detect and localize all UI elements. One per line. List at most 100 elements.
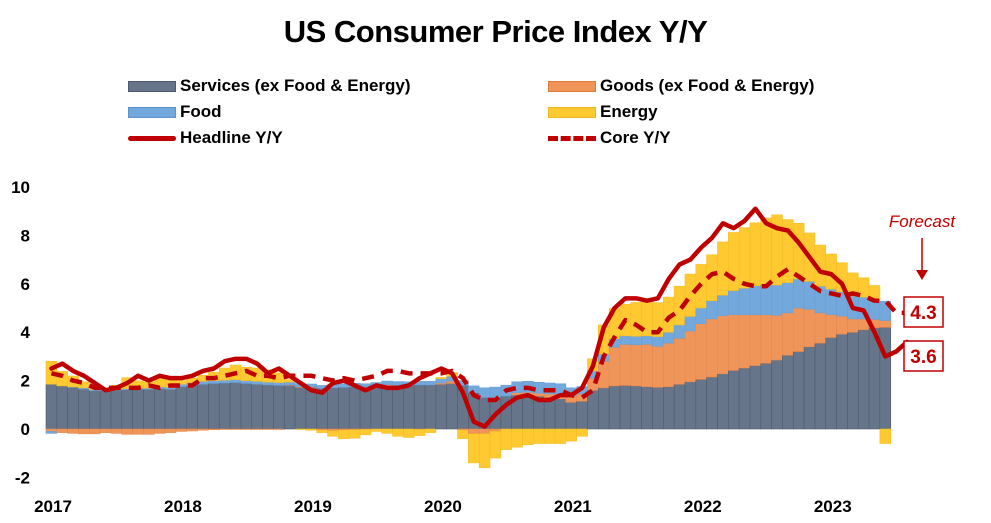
legend-label-core: Core Y/Y [600, 128, 671, 147]
bar-segment-energy [413, 429, 426, 436]
legend-label-food: Food [180, 102, 222, 121]
bar-segment-services [262, 384, 274, 430]
bar-segment-goods [825, 314, 837, 338]
bar-segment-energy [879, 428, 892, 444]
bar-segment-services [175, 386, 188, 430]
bar-segment-energy [489, 431, 502, 459]
bar-segment-energy [316, 429, 328, 433]
bar-segment-goods [56, 428, 68, 433]
bar-segment-energy [522, 428, 534, 446]
legend-swatch-energy [548, 106, 596, 118]
bar-segment-energy [684, 273, 697, 317]
bar-segment-food [879, 300, 892, 321]
bar-segment-food [273, 382, 285, 386]
legend-item-food: Food [128, 101, 222, 123]
bar-segment-food [792, 278, 805, 309]
bar-segment-energy [457, 429, 469, 439]
bar-segment-energy [348, 429, 361, 439]
legend-line-core [548, 135, 596, 141]
bar-segment-services [67, 387, 79, 430]
bar-segment-services [857, 329, 870, 430]
bar-segment-services [121, 389, 133, 430]
bar-segment-food [619, 335, 632, 345]
bar-segment-services [576, 400, 588, 430]
bar-segment-food [240, 380, 253, 384]
bar-segment-food [738, 287, 751, 316]
bar-segment-goods [782, 312, 794, 356]
legend-label-headline: Headline Y/Y [180, 128, 283, 147]
bar-segment-services [381, 385, 393, 430]
bar-segment-food [717, 294, 729, 317]
bar-segment-goods [186, 428, 198, 432]
bar-segment-goods [175, 428, 188, 432]
legend-label-goods: Goods (ex Food & Energy) [600, 76, 815, 95]
bar-segment-goods [836, 315, 848, 335]
x-tick-label: 2022 [684, 497, 722, 516]
bar-segment-services [132, 389, 144, 430]
x-tick-label: 2020 [424, 497, 462, 516]
bar-segment-services [229, 382, 242, 430]
bar-segment-food [262, 381, 274, 386]
bar-segment-services [283, 385, 296, 430]
bar-segment-food [630, 336, 642, 346]
bar-segment-goods [78, 428, 90, 435]
bar-segment-food [489, 386, 502, 399]
bar-segment-energy [403, 428, 415, 438]
bar-segment-services [45, 383, 58, 430]
x-axis: 2017 2018 2019 2020 2021 2022 2023 [34, 497, 852, 516]
bar-segment-services [619, 385, 632, 430]
bar-segment-goods [717, 315, 729, 375]
bar-segment-energy [359, 429, 372, 436]
bar-segment-goods [164, 428, 177, 433]
bar-segment-food [652, 336, 664, 347]
bar-segment-food [684, 316, 697, 332]
bar-segment-services [608, 385, 621, 430]
bar-segment-energy [738, 227, 751, 289]
bar-segment-services [392, 385, 404, 430]
bar-segment-goods [641, 343, 653, 387]
legend-label-energy: Energy [600, 102, 658, 121]
y-tick-label: 10 [11, 178, 30, 197]
bar-segment-goods [706, 318, 718, 378]
bar-segment-goods [847, 318, 859, 333]
bar-segment-services [89, 390, 101, 430]
bar-segment-energy [749, 222, 762, 287]
bar-segment-services [630, 385, 642, 430]
bar-segment-goods [727, 314, 740, 371]
y-tick-label: 2 [21, 372, 30, 391]
bar-segment-services [522, 394, 534, 430]
bar-segment-food [749, 285, 762, 316]
legend-item-core: Core Y/Y [548, 127, 671, 149]
x-tick-label: 2023 [814, 497, 852, 516]
bar-segment-goods [533, 392, 545, 397]
legend-line-headline [128, 135, 176, 141]
bar-segment-energy [392, 428, 404, 437]
bar-segment-energy [554, 428, 567, 444]
bar-segment-services [652, 387, 664, 430]
bar-segment-food [663, 331, 675, 344]
bar-segment-services [717, 373, 729, 430]
bar-segment-goods [143, 428, 155, 435]
bar-segment-services [673, 383, 686, 430]
x-tick-label: 2017 [34, 497, 72, 516]
bar-segment-goods [879, 320, 892, 328]
bars-group [45, 214, 892, 469]
bar-segment-services [327, 387, 339, 430]
x-tick-label: 2018 [164, 497, 202, 516]
bar-segment-food [283, 381, 296, 386]
bar-segment-food [435, 378, 448, 384]
bar-segment-goods [652, 345, 664, 388]
bar-segment-goods [478, 428, 491, 435]
bar-segment-energy [576, 428, 588, 437]
bar-segment-services [305, 387, 318, 430]
bar-segment-services [684, 381, 697, 430]
bar-segment-services [738, 367, 751, 430]
x-tick-label: 2021 [554, 497, 592, 516]
bar-segment-goods [619, 343, 632, 386]
bar-segment-goods [110, 428, 123, 434]
bar-segment-services [413, 384, 426, 430]
bar-segment-energy [543, 428, 556, 444]
bar-segment-goods [738, 314, 751, 369]
bar-segment-services [836, 333, 848, 430]
